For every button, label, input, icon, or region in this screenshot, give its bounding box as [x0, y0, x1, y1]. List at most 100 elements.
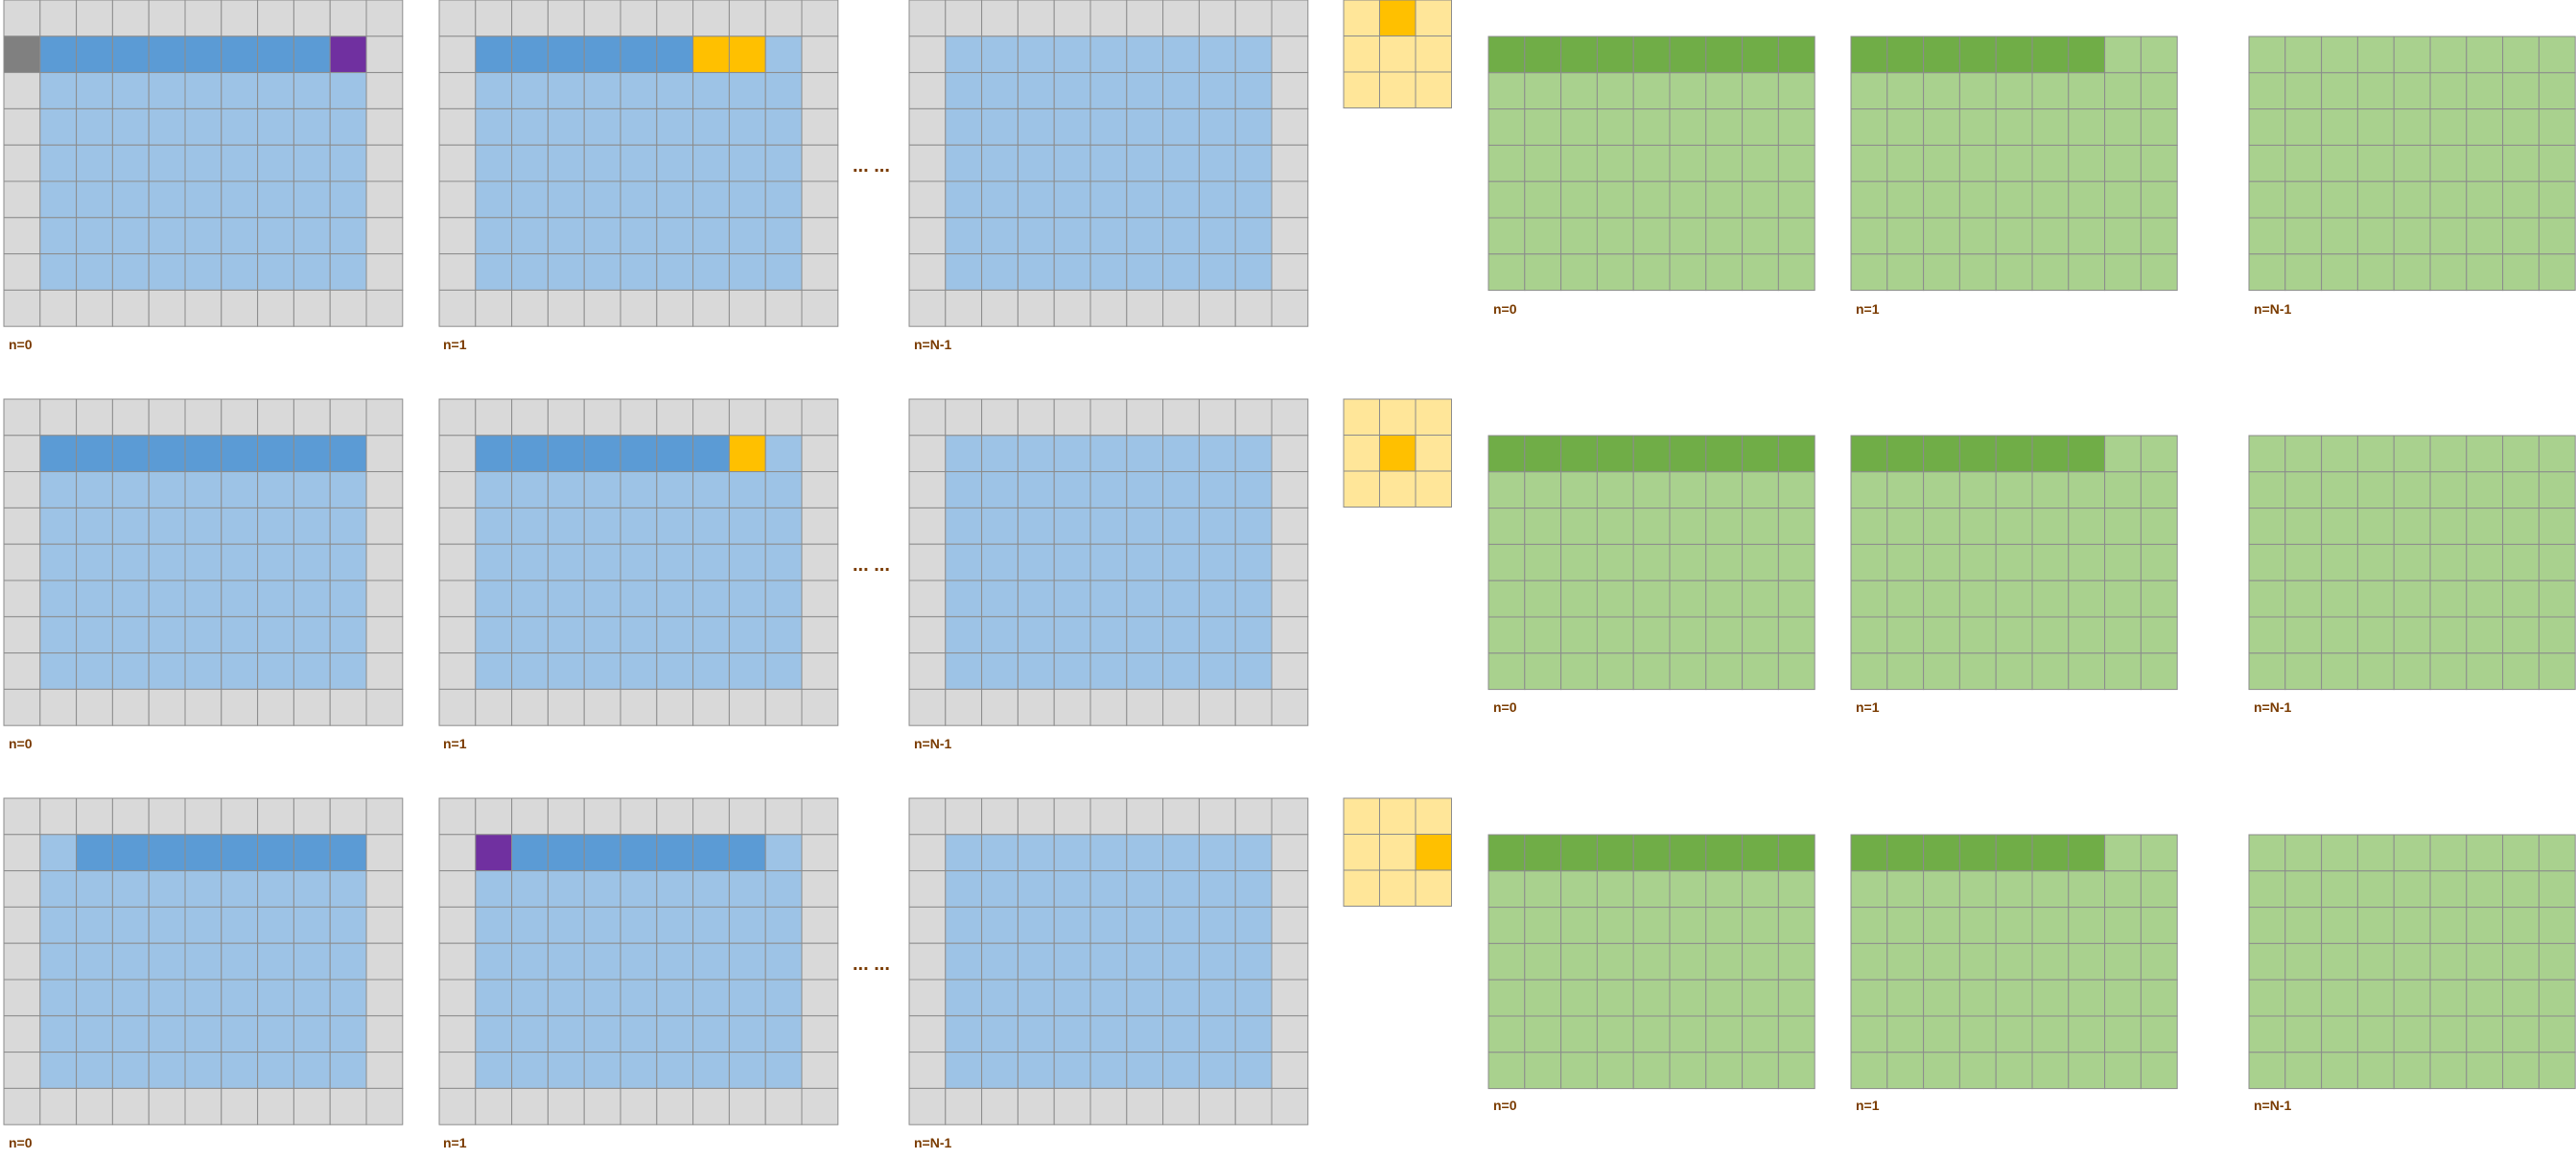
pad-cell — [438, 435, 477, 473]
input-cell — [184, 580, 222, 618]
input-cell — [945, 1052, 983, 1089]
output-cell — [2466, 652, 2504, 691]
output-cell — [2466, 435, 2504, 473]
input-cell — [293, 652, 331, 690]
pad-cell — [257, 688, 294, 726]
output-cell — [2466, 580, 2504, 618]
output-cell — [1560, 979, 1598, 1017]
output-cell — [2068, 979, 2106, 1017]
pad-cell — [981, 797, 1019, 836]
pad-cell — [1126, 1087, 1164, 1125]
pad-cell — [908, 1052, 947, 1089]
pad-cell — [1271, 107, 1309, 146]
output-cell — [2502, 907, 2540, 944]
output-cell — [2393, 435, 2431, 473]
output-cell — [2502, 435, 2540, 473]
output-cell — [2068, 108, 2106, 146]
output-cell-computed — [1560, 834, 1598, 872]
input-cell — [620, 652, 658, 690]
input-cell — [257, 144, 294, 182]
output-cell — [1886, 1052, 1925, 1090]
output-cell — [2248, 471, 2286, 509]
input-cell — [945, 72, 983, 109]
output-cell — [1669, 979, 1707, 1017]
input-cell-active — [620, 834, 658, 872]
output-cell — [2502, 72, 2540, 110]
output-cell — [2031, 217, 2070, 255]
input-cell — [547, 1052, 585, 1089]
input-cell — [221, 652, 259, 690]
pad-cell — [475, 1087, 513, 1125]
input-cell — [656, 942, 694, 981]
output-cell — [1886, 1015, 1925, 1053]
pad-cell — [801, 870, 839, 908]
output-cell — [1850, 870, 1888, 909]
pad-cell — [908, 870, 947, 908]
output-cell — [2466, 144, 2504, 182]
input-cell-active — [76, 35, 113, 74]
input-cell-marked — [475, 834, 513, 872]
pad-cell — [257, 797, 294, 836]
input-cell — [148, 180, 186, 219]
input-cell — [111, 1052, 150, 1089]
input-cell — [764, 180, 803, 219]
input-cell — [1198, 507, 1236, 545]
kernel-cell — [1379, 470, 1417, 508]
pad-cell — [438, 688, 477, 726]
pad-cell — [1089, 398, 1128, 437]
input-cell — [475, 580, 513, 618]
output-cell — [1886, 471, 1925, 509]
output-cell — [2104, 942, 2142, 981]
input-cell — [76, 1015, 113, 1053]
input-cell — [728, 253, 766, 291]
output-cell — [2321, 508, 2358, 545]
input-cell — [1089, 942, 1128, 981]
output-cell — [2284, 652, 2323, 691]
output-cell — [2248, 652, 2286, 691]
input-cell — [1053, 979, 1091, 1017]
input-cell — [475, 616, 513, 654]
output-cell-computed — [1923, 35, 1960, 74]
input-cell — [329, 144, 367, 182]
output-cell — [2356, 616, 2395, 654]
input-cell — [148, 870, 186, 908]
output-cell — [1995, 108, 2033, 146]
output-cell — [1632, 1052, 1671, 1090]
output-cell — [2321, 942, 2358, 981]
output-cell — [1560, 907, 1598, 944]
input-cell — [39, 253, 78, 291]
input-cell — [1162, 616, 1200, 654]
pad-cell — [438, 834, 477, 872]
input-cell-active — [293, 834, 331, 872]
output-cell — [1524, 72, 1562, 110]
output-cell — [1995, 471, 2033, 509]
output-cell — [1669, 652, 1707, 691]
input-cell — [1162, 144, 1200, 182]
output-cell — [1596, 217, 1634, 255]
pad-cell — [981, 688, 1019, 726]
pad-cell — [801, 652, 839, 690]
output-cell — [2248, 979, 2286, 1017]
output-cell — [1632, 471, 1671, 509]
input-cell — [329, 107, 367, 146]
pad-cell — [3, 797, 41, 836]
output-cell — [1632, 543, 1671, 581]
input-cell-active — [148, 435, 186, 473]
input-cell — [1234, 942, 1273, 981]
pad-cell — [438, 870, 477, 908]
output-cell — [1524, 652, 1562, 691]
pad-cell — [1234, 688, 1273, 726]
output-cell — [2502, 217, 2540, 255]
input-label-n1: n=1 — [443, 1135, 467, 1150]
pad-cell — [365, 1052, 404, 1089]
output-cell — [1995, 144, 2033, 182]
input-cell — [1126, 1052, 1164, 1089]
output-cell — [1524, 580, 1562, 618]
pad-cell — [1271, 906, 1309, 944]
input-cell — [475, 471, 513, 509]
output-cell — [2356, 508, 2395, 545]
input-cell — [583, 471, 621, 509]
input-cell — [1089, 580, 1128, 618]
output-grid-n0 — [1487, 834, 1815, 1090]
